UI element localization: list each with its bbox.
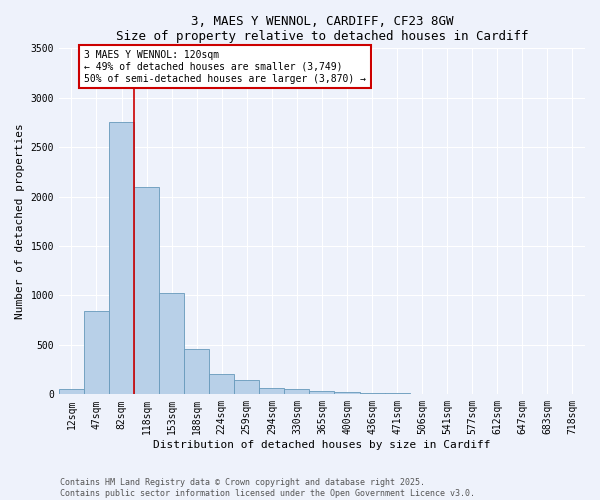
Bar	[310, 392, 334, 394]
X-axis label: Distribution of detached houses by size in Cardiff: Distribution of detached houses by size …	[153, 440, 491, 450]
Bar	[259, 388, 284, 394]
Text: Contains HM Land Registry data © Crown copyright and database right 2025.
Contai: Contains HM Land Registry data © Crown c…	[60, 478, 475, 498]
Bar	[209, 374, 234, 394]
Bar	[159, 292, 184, 394]
Bar	[134, 186, 159, 394]
Bar	[59, 389, 84, 394]
Bar	[109, 122, 134, 394]
Bar	[234, 380, 259, 394]
Y-axis label: Number of detached properties: Number of detached properties	[15, 124, 25, 319]
Text: 3 MAES Y WENNOL: 120sqm
← 49% of detached houses are smaller (3,749)
50% of semi: 3 MAES Y WENNOL: 120sqm ← 49% of detache…	[84, 50, 366, 84]
Bar	[284, 390, 310, 394]
Bar	[184, 350, 209, 395]
Bar	[359, 393, 385, 394]
Bar	[334, 392, 359, 394]
Title: 3, MAES Y WENNOL, CARDIFF, CF23 8GW
Size of property relative to detached houses: 3, MAES Y WENNOL, CARDIFF, CF23 8GW Size…	[116, 15, 528, 43]
Bar	[84, 312, 109, 394]
